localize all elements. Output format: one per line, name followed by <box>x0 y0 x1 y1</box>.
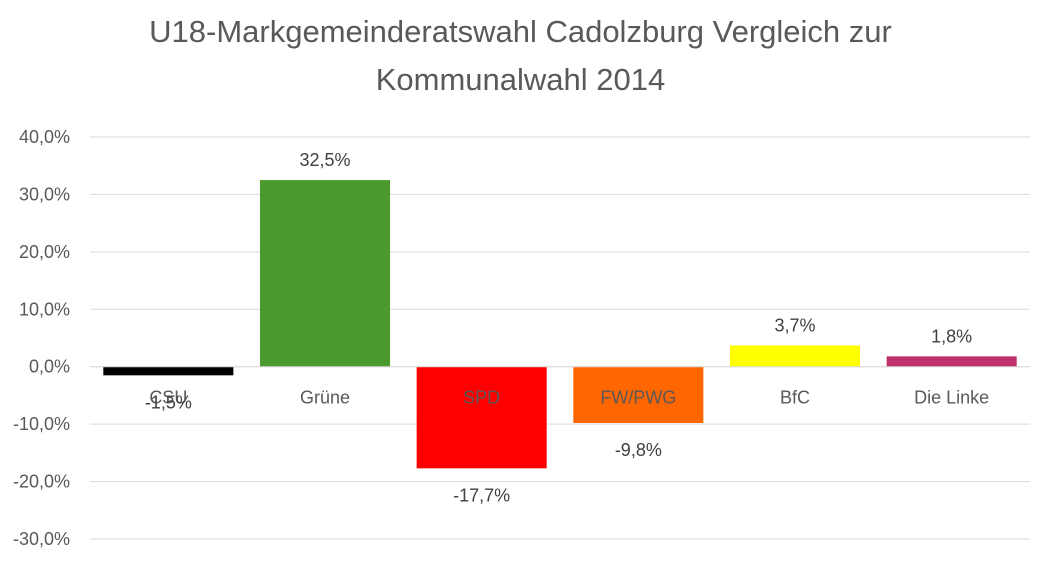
y-tick-label: -30,0% <box>13 529 70 549</box>
data-label: 1,8% <box>931 326 972 346</box>
x-category-label: Grüne <box>300 388 350 408</box>
x-category-label: Die Linke <box>914 388 989 408</box>
bar-bfc <box>729 345 861 367</box>
y-tick-label: 0,0% <box>29 357 70 377</box>
data-label: 32,5% <box>299 150 350 170</box>
chart-title-line-2: Kommunalwahl 2014 <box>375 62 666 97</box>
y-tick-label: -10,0% <box>13 414 70 434</box>
y-tick-label: 30,0% <box>19 184 70 204</box>
bar-gr-ne <box>259 180 391 367</box>
x-category-label: FW/PWG <box>600 388 676 408</box>
chart-title-line-1: U18-Markgemeinderatswahl Cadolzburg Verg… <box>149 14 892 49</box>
x-category-label: BfC <box>780 388 810 408</box>
bar-spd <box>416 366 547 469</box>
y-tick-label: 40,0% <box>19 127 70 147</box>
y-tick-label: 10,0% <box>19 299 70 319</box>
data-label: -17,7% <box>453 485 510 505</box>
y-tick-label: 20,0% <box>19 242 70 262</box>
x-category-label: CSU <box>149 388 187 408</box>
data-label: 3,7% <box>774 315 815 335</box>
bar-fw-pwg <box>573 366 704 423</box>
y-tick-label: -20,0% <box>13 472 70 492</box>
data-label: -1,5% <box>145 392 192 412</box>
data-label: -9,8% <box>615 440 662 460</box>
bar-die-linke <box>886 356 1017 367</box>
bar-csu <box>103 366 234 376</box>
x-category-label: SPD <box>463 388 500 408</box>
